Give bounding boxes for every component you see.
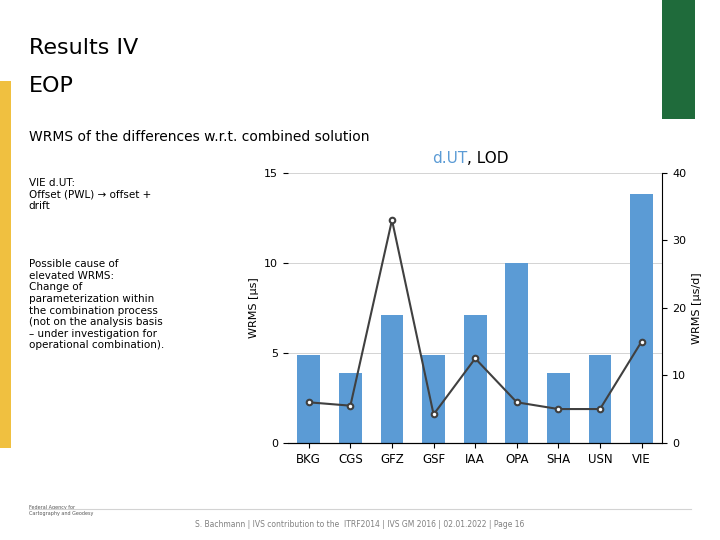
Bar: [422, 355, 445, 443]
Text: ̲d̲.̲U̲T̲: ̲d̲.̲U̲T̲: [432, 151, 467, 167]
Bar: [297, 355, 320, 443]
Text: S. Bachmann | IVS contribution to the  ITRF2014 | IVS GM 2016 | 02.01.2022 | Pag: S. Bachmann | IVS contribution to the IT…: [195, 520, 525, 529]
Bar: [381, 315, 403, 443]
Text: Possible cause of
elevated WRMS:
Change of
parameterization within
the combinati: Possible cause of elevated WRMS: Change …: [29, 259, 164, 350]
Bar: [464, 315, 487, 443]
Bar: [547, 373, 570, 443]
Y-axis label: WRMS [μs]: WRMS [μs]: [248, 278, 258, 338]
Text: EOP: EOP: [29, 76, 73, 96]
Text: d.UT: d.UT: [432, 151, 467, 166]
Y-axis label: WRMS [μs/d]: WRMS [μs/d]: [692, 272, 702, 343]
Text: Results IV: Results IV: [29, 38, 138, 58]
Bar: [588, 355, 611, 443]
Text: VIE d.UT:
Offset (PWL) → offset +
drift: VIE d.UT: Offset (PWL) → offset + drift: [29, 178, 151, 211]
Text: WRMS of the differences w.r.t. combined solution: WRMS of the differences w.r.t. combined …: [29, 130, 369, 144]
Text: , LOD: , LOD: [467, 151, 508, 166]
Bar: [505, 263, 528, 443]
Text: Federal Agency for
Cartography and Geodesy: Federal Agency for Cartography and Geode…: [29, 505, 93, 516]
Bar: [339, 373, 362, 443]
Bar: [630, 194, 653, 443]
